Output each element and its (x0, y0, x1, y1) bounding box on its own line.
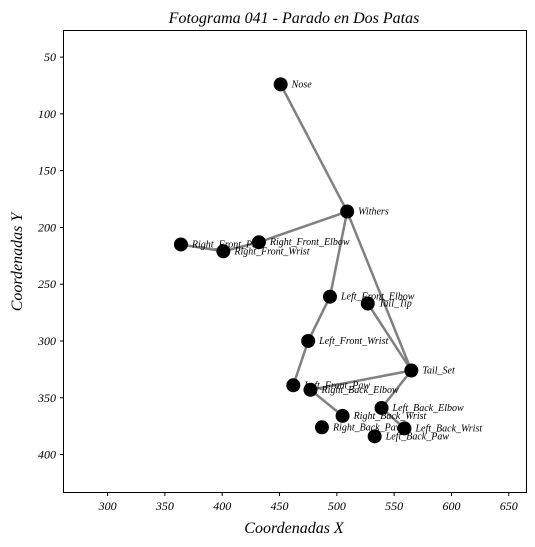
x-tick-label: 550 (385, 499, 403, 513)
keypoint-nose (273, 77, 288, 92)
y-tick-label: 200 (38, 220, 56, 234)
bone-withers-to-right-front-elbow (257, 210, 349, 244)
keypoint-label-right-front-paw: Right_Front_Paw (191, 239, 264, 250)
keypoint-right-front-wrist (216, 244, 231, 259)
keypoint-right-back-paw (314, 420, 329, 435)
plot-frame (63, 30, 527, 493)
y-tick-label: 50 (44, 50, 56, 64)
y-tick-label: 300 (37, 334, 56, 348)
y-tick-label: 250 (38, 277, 56, 291)
keypoint-left-front-paw (286, 378, 301, 393)
keypoint-label-tail-set: Tail_Set (422, 366, 455, 377)
y-axis-ticks: 50 100 150 200 250 300 350 400 (37, 50, 64, 462)
x-tick-label: 350 (155, 499, 174, 513)
keypoint-tail-tip (360, 296, 375, 311)
keypoint-labels: NoseWithersRight_Front_ElbowRight_Front_… (191, 79, 482, 442)
y-tick-label: 100 (38, 107, 56, 121)
keypoint-label-right-front-wrist: Right_Front_Wrist (233, 246, 309, 257)
keypoint-left-front-wrist (301, 333, 316, 348)
keypoint-left-back-wrist (397, 421, 412, 436)
keypoint-left-front-elbow (322, 289, 337, 304)
x-tick-label: 450 (271, 499, 289, 513)
bone-left-front-elbow-to-left-front-wrist (306, 295, 332, 343)
y-tick-label: 400 (38, 448, 56, 462)
keypoint-label-left-front-paw: Left_Front_Paw (303, 380, 370, 391)
keypoint-label-right-back-elbow: Right_Back_Elbow (320, 385, 399, 396)
keypoint-right-back-wrist (335, 408, 350, 423)
chart-title: Fotograma 041 - Parado en Dos Patas (168, 10, 420, 27)
keypoint-label-withers: Withers (358, 207, 389, 218)
keypoint-right-front-paw (173, 237, 188, 252)
bone-withers-to-left-front-elbow (328, 210, 349, 298)
y-tick-label: 150 (38, 164, 56, 178)
keypoint-right-back-elbow (303, 382, 318, 397)
keypoint-label-nose: Nose (291, 79, 313, 90)
x-tick-label: 400 (213, 499, 231, 513)
x-tick-label: 650 (500, 499, 518, 513)
y-tick-label: 350 (37, 391, 56, 405)
keypoint-right-front-elbow (251, 235, 266, 250)
keypoint-label-right-back-wrist: Right_Back_Wrist (353, 411, 427, 422)
bone-right-front-wrist-to-right-front-paw (179, 243, 225, 253)
keypoint-left-back-elbow (374, 400, 389, 415)
x-tick-label: 600 (442, 499, 460, 513)
bone-nose-to-withers (279, 83, 349, 213)
keypoint-label-right-back-paw: Right_Back_Paw (332, 422, 403, 433)
y-axis-label: Coordenadas Y (9, 211, 26, 312)
keypoints (173, 77, 419, 444)
keypoint-withers (340, 204, 355, 219)
bone-tail-set-to-left-back-elbow (380, 369, 413, 410)
keypoint-label-left-front-wrist: Left_Front_Wrist (318, 336, 388, 347)
keypoint-label-left-front-elbow: Left_Front_Elbow (340, 292, 415, 303)
keypoint-label-left-back-paw: Left_Back_Paw (385, 431, 450, 442)
bone-left-front-wrist-to-left-front-paw (292, 339, 310, 387)
bone-withers-to-tail-set (345, 210, 413, 372)
keypoint-left-back-paw (367, 429, 382, 444)
x-tick-label: 300 (98, 499, 117, 513)
keypoint-tail-set (404, 363, 419, 378)
bone-tail-set-to-right-back-elbow (309, 369, 413, 392)
keypoint-label-left-back-elbow: Left_Back_Elbow (392, 403, 464, 414)
keypoint-label-left-back-wrist: Left_Back_Wrist (414, 423, 482, 434)
x-axis-ticks: 300 350 400 450 500 550 600 650 (98, 492, 518, 513)
x-tick-label: 500 (328, 499, 346, 513)
x-axis-label: Coordenadas X (244, 520, 345, 537)
keypoint-label-right-front-elbow: Right_Front_Elbow (269, 237, 350, 248)
bone-tail-set-to-tail-tip (366, 302, 413, 372)
keypoint-label-tail-tip: Tail_Tip (379, 299, 412, 310)
